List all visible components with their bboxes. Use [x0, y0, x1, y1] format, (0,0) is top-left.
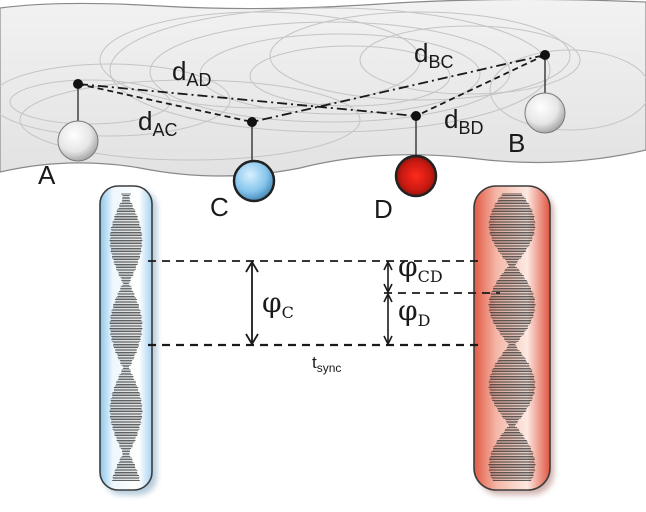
point-d [394, 111, 438, 198]
label-dac: dAC [138, 106, 177, 140]
label-phi-c: φC [262, 286, 294, 322]
label-dad: dAD [172, 56, 211, 90]
label-c: C [210, 192, 229, 222]
point-a [57, 79, 99, 162]
label-dbd: dBD [444, 104, 483, 138]
label-phi-d: φD [398, 294, 430, 330]
label-a: A [38, 160, 56, 190]
point-b [524, 50, 566, 134]
line-ad [77, 83, 417, 117]
bar-c [99, 185, 157, 495]
bar-d [473, 185, 554, 495]
label-tsync: tsync [312, 353, 341, 375]
distance-lines [77, 54, 546, 123]
waveform-d [488, 193, 536, 481]
phase-lines [148, 260, 500, 347]
label-dbc: dBC [414, 38, 453, 72]
label-b: B [508, 128, 525, 158]
point-c [232, 117, 276, 203]
label-phi-cd: φCD [398, 250, 443, 286]
waveform-c [109, 193, 143, 481]
line-bd [415, 54, 546, 117]
water-surface [0, 0, 646, 177]
label-d: D [374, 194, 393, 224]
